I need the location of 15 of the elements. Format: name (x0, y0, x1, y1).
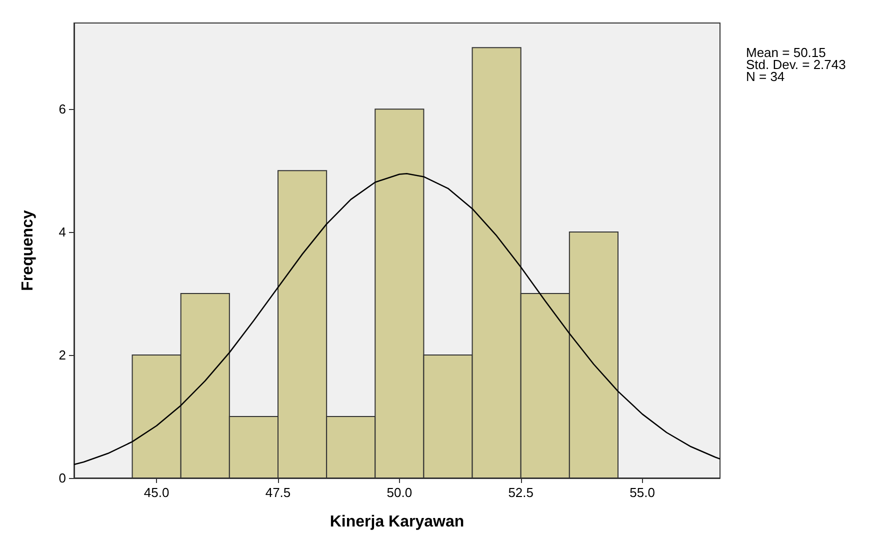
x-tick-label: 47.5 (265, 485, 291, 500)
text: Mean = 50.15 (746, 45, 826, 60)
x-tick-label: 45.0 (144, 485, 170, 500)
x-axis-title: Kinerja Karyawan (330, 514, 464, 530)
text: Std. Dev. = 2.743 (746, 57, 846, 72)
text: N = 34 (746, 69, 785, 84)
y-tick-label: 0 (58, 470, 66, 486)
y-tick-label: 6 (58, 102, 66, 117)
x-tick-label: 55.0 (630, 485, 655, 500)
x-tick-label: 50.0 (386, 485, 412, 500)
y-tick-label: 4 (58, 224, 66, 240)
line-series (73, 172, 721, 466)
y-tick-label: 2 (58, 348, 66, 363)
x-tick-label: 52.5 (508, 485, 534, 500)
y-axis-title: Frequency (20, 210, 36, 291)
